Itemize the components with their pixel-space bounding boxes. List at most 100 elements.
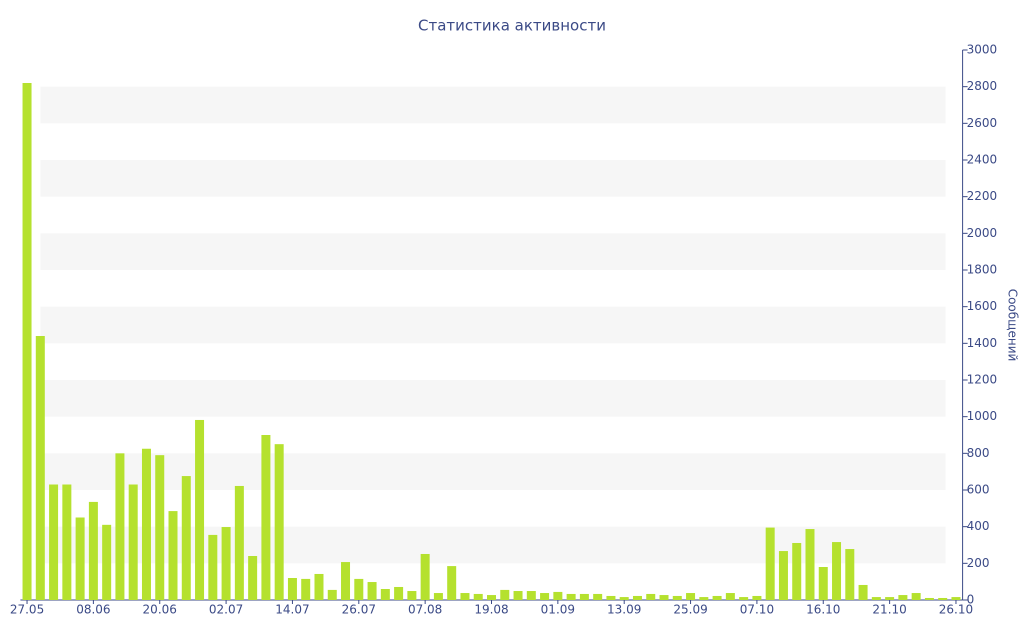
grid-band [40,453,946,490]
x-tick-label: 20.06 [143,603,177,617]
y-tick-label: 400 [967,519,990,533]
bar [553,591,563,600]
bar [540,593,550,600]
bar [75,517,85,600]
bar [752,595,762,600]
y-tick-label: 2200 [967,189,998,203]
bar [858,584,868,600]
bar [62,484,72,600]
grid-band [40,306,946,344]
bar [646,593,656,600]
y-tick-label: 2600 [967,116,998,130]
y-tick-label: 2800 [967,79,998,93]
bar [898,595,908,600]
grid-band [40,86,946,124]
x-tick-label: 08.06 [76,603,110,617]
y-tick-label: 1400 [967,336,998,350]
bar [102,524,112,600]
bar [141,448,151,600]
bar [221,527,231,600]
bar [248,556,258,600]
y-tick-label: 3000 [967,43,998,57]
bar [314,573,324,600]
bar [49,484,59,600]
y-tick-label: 0 [967,593,975,607]
bar [606,595,616,600]
y-tick-label: 1000 [967,409,998,423]
y-tick-label: 200 [967,556,990,570]
y-tick-label: 2000 [967,226,998,240]
bar [739,597,749,600]
bar [407,591,417,600]
bar [911,593,921,600]
bar [367,582,377,600]
x-tick-label: 21.10 [872,603,906,617]
bar [473,593,483,600]
bar [632,595,642,600]
bar [526,591,536,600]
bar [792,542,802,600]
bar [433,593,443,600]
y-tick-label: 1600 [967,299,998,313]
bar [274,444,284,600]
bar [672,595,682,600]
bar [128,484,138,600]
bar [938,597,948,600]
x-tick-label: 27.05 [10,603,44,617]
bar [88,501,98,600]
bar [818,567,828,600]
y-tick-label: 1800 [967,263,998,277]
bar [712,595,722,600]
bar [845,549,855,600]
x-tick-label: 01.09 [541,603,575,617]
bar [155,455,165,600]
bar [871,597,881,600]
chart-title: Статистика активности [418,17,606,35]
bar [951,597,961,600]
x-tick-label: 16.10 [806,603,840,617]
x-tick-label: 07.08 [408,603,442,617]
bar [579,593,589,600]
bar [924,597,934,600]
bar [287,578,297,600]
x-tick-label: 07.10 [740,603,774,617]
y-tick-label: 1200 [967,373,998,387]
bar [208,534,218,600]
grid-band [40,160,946,197]
bar [593,593,603,600]
y-tick-label: 600 [967,483,990,497]
bar [513,591,523,600]
x-tick-label: 02.07 [209,603,243,617]
bar [420,553,430,600]
y-tick-label: 2400 [967,153,998,167]
bar [832,542,842,600]
x-tick-label: 19.08 [474,603,508,617]
grid-band [40,380,946,417]
bar [261,435,271,600]
bar [22,83,32,600]
bar [115,453,125,600]
bar [168,511,178,600]
x-tick-label: 26.10 [939,603,973,617]
bar [699,597,709,600]
bar [447,566,457,600]
bar [341,562,351,600]
bar [35,336,45,600]
x-tick-label: 14.07 [275,603,309,617]
bar [301,578,311,600]
x-tick-label: 26.07 [342,603,376,617]
bar [195,419,205,600]
x-tick-label: 13.09 [607,603,641,617]
bar [327,589,337,600]
bar [805,529,815,600]
bar [619,597,629,600]
bar [380,589,390,600]
bar [725,593,735,600]
bar [686,593,696,600]
bar [394,586,404,600]
bar [500,589,510,600]
bar [778,551,788,600]
bar [487,595,496,600]
bar [765,527,775,600]
